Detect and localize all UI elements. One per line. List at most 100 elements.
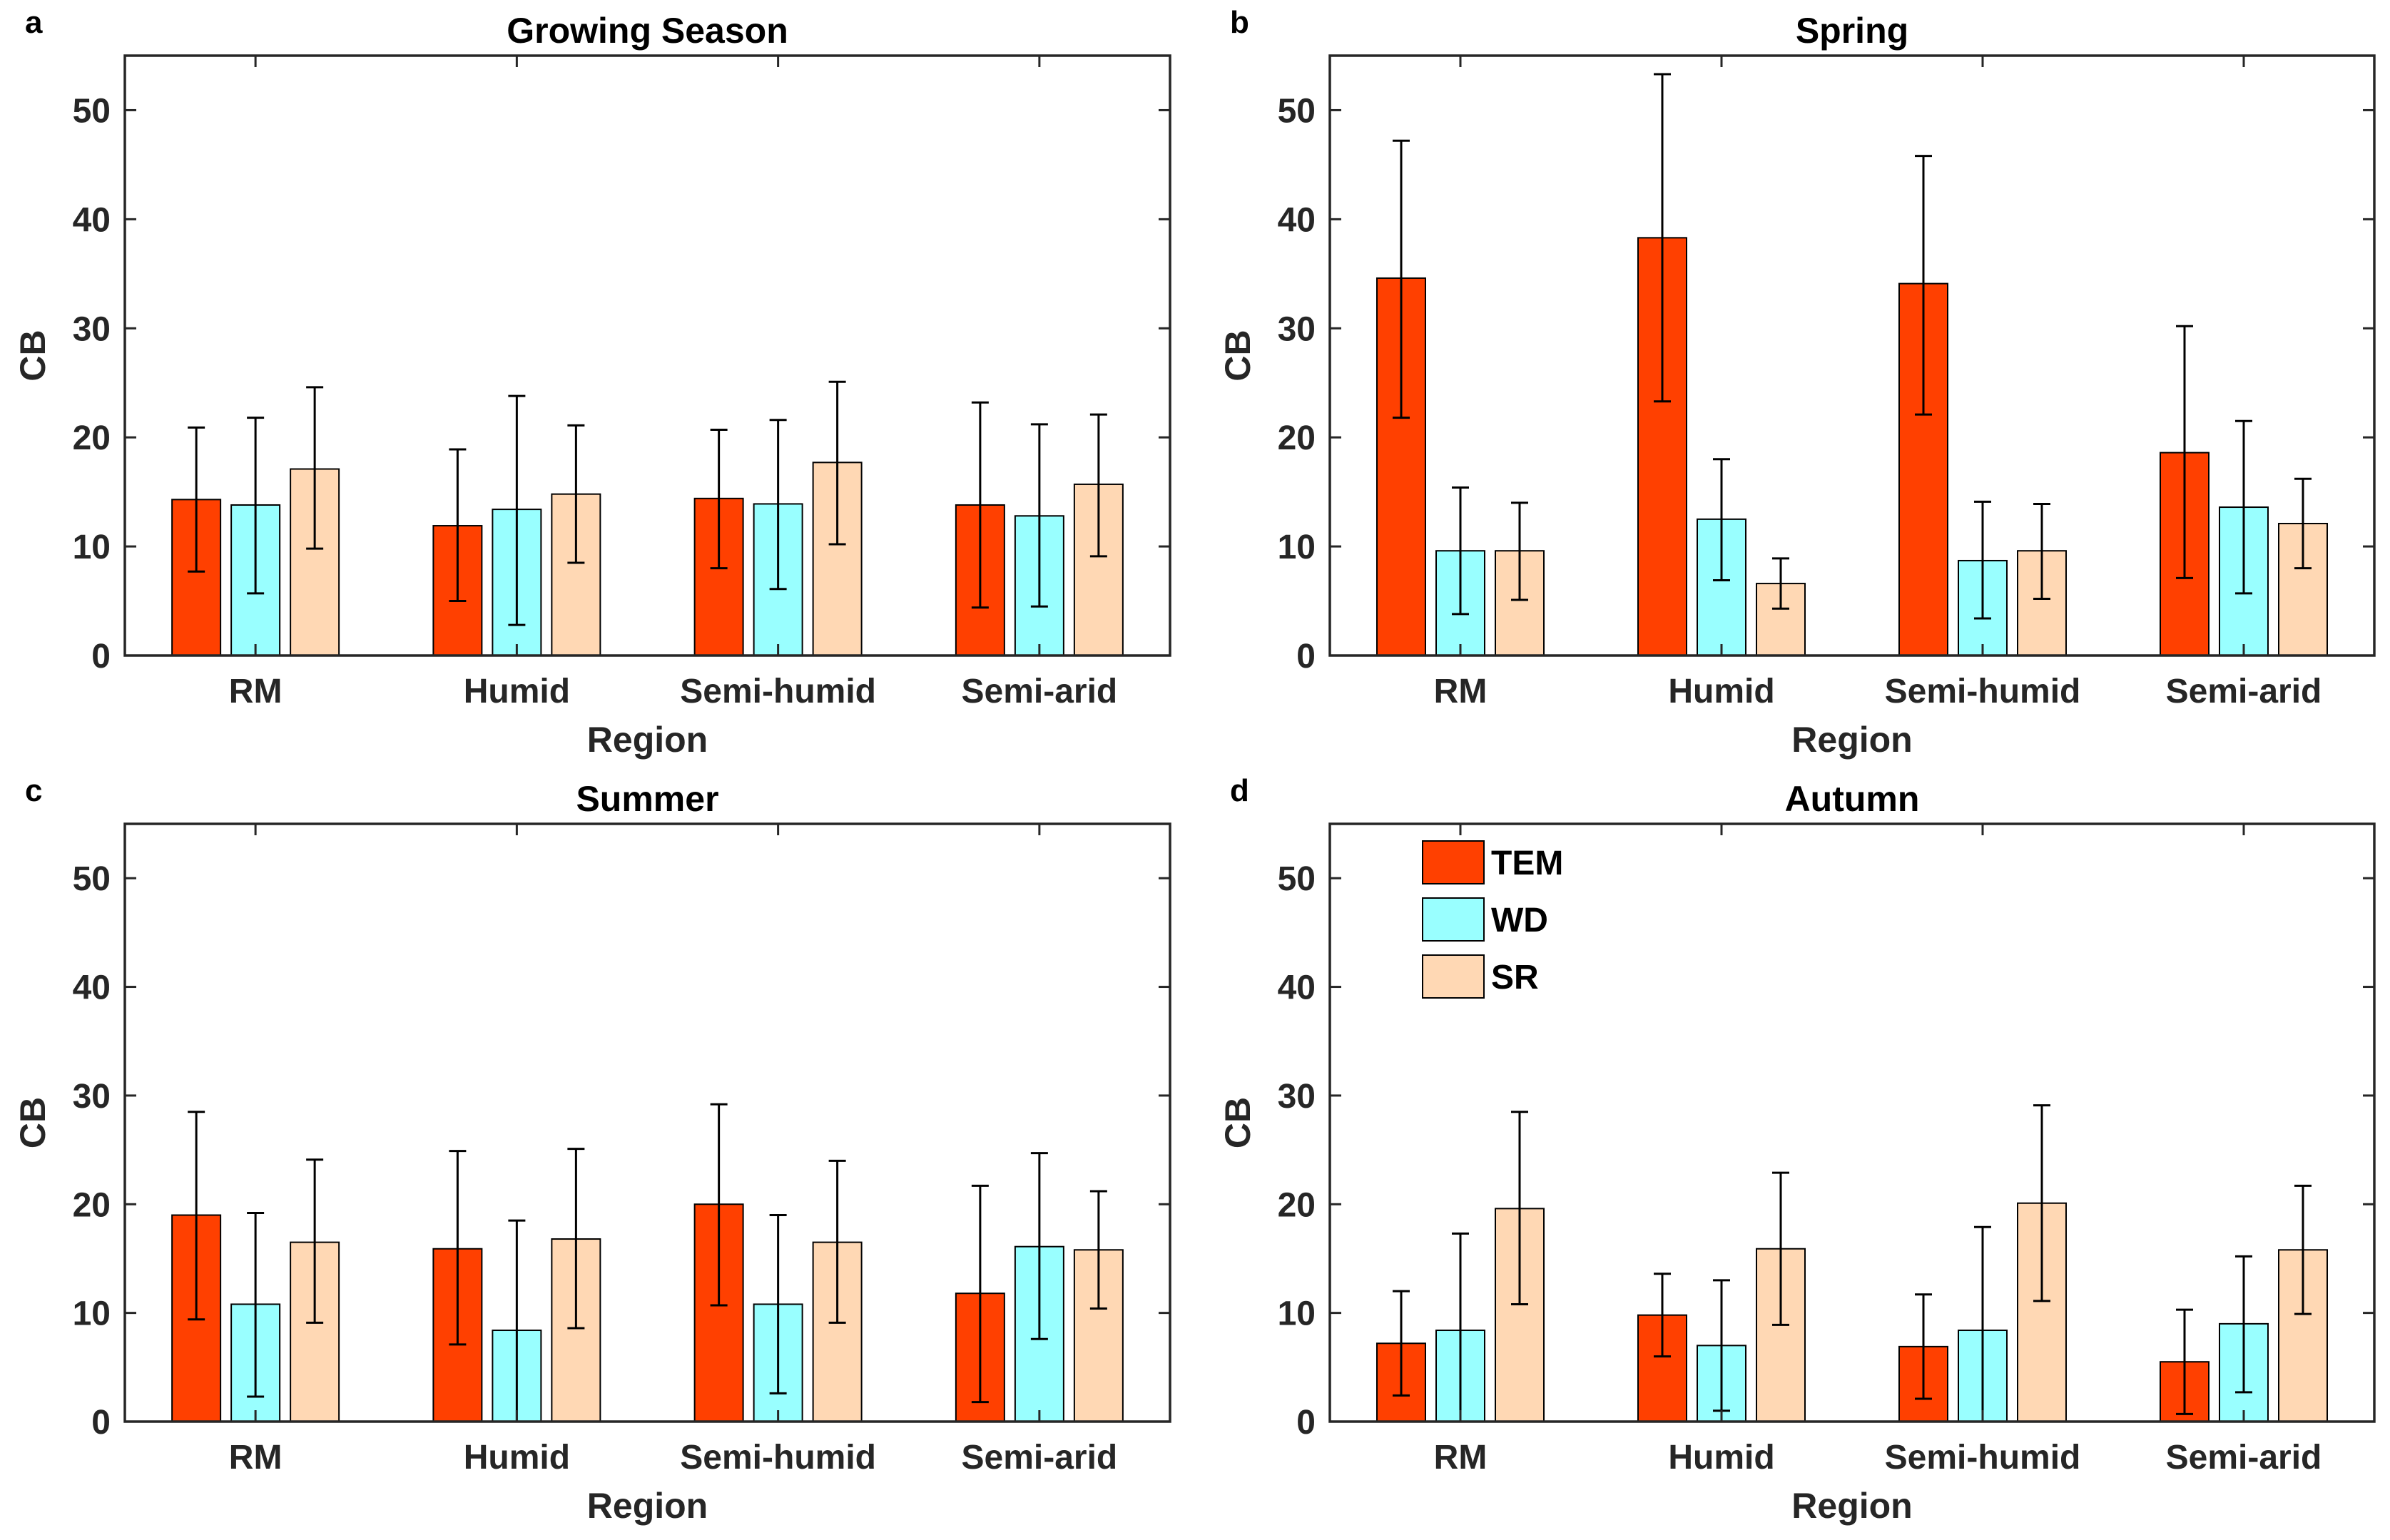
panel-letter: c xyxy=(25,773,42,808)
y-tick-label: 10 xyxy=(1278,529,1316,566)
x-tick-label: Humid xyxy=(464,1439,570,1477)
panel-title: Autumn xyxy=(1785,779,1920,819)
y-tick-label: 30 xyxy=(73,310,111,348)
x-tick-label: Humid xyxy=(1668,1439,1774,1477)
error-bar xyxy=(1654,1273,1671,1358)
error-bar xyxy=(2033,502,2050,600)
error-bar xyxy=(2176,1308,2193,1415)
x-tick-label: Semi-humid xyxy=(680,673,876,710)
legend-swatch-wd xyxy=(1422,897,1485,942)
error-bar xyxy=(567,1148,585,1330)
y-tick-label: 0 xyxy=(1296,1404,1316,1442)
error-bar xyxy=(1772,557,1789,610)
error-bar xyxy=(306,1158,324,1324)
y-tick-label: 20 xyxy=(73,1186,111,1224)
error-bar xyxy=(188,1111,205,1321)
y-axis-label: CB xyxy=(13,330,53,381)
x-tick-label: Semi-arid xyxy=(962,673,1118,710)
error-bar xyxy=(1452,486,1469,616)
error-bar xyxy=(769,419,787,591)
y-tick-label: 40 xyxy=(1278,969,1316,1007)
panel-title: Spring xyxy=(1796,11,1908,51)
x-tick-label: Humid xyxy=(464,673,570,710)
error-bar xyxy=(449,448,467,603)
error-bar xyxy=(710,428,728,570)
x-axis-label: Region xyxy=(587,1486,708,1526)
legend-swatch-tem xyxy=(1422,840,1485,884)
error-bar xyxy=(828,1159,846,1324)
x-axis-label: Region xyxy=(1791,720,1912,760)
x-tick-label: Semi-humid xyxy=(680,1439,876,1477)
x-tick-label: RM xyxy=(1434,673,1488,710)
error-bar xyxy=(769,1214,787,1394)
y-tick-label: 50 xyxy=(1278,860,1316,898)
panel-title: Growing Season xyxy=(507,11,788,51)
x-tick-label: Semi-humid xyxy=(1885,1439,2081,1477)
legend: TEM WD SR xyxy=(1422,840,1563,999)
error-bar xyxy=(2294,477,2312,570)
panel-letter: b xyxy=(1230,5,1249,40)
y-tick-label: 0 xyxy=(1296,638,1316,675)
legend-swatch-sr xyxy=(1422,954,1485,999)
y-tick-label: 20 xyxy=(1278,419,1316,457)
error-bar xyxy=(567,424,585,564)
panel-c: c Summer 0 10 20 30 40 50 CB RM Humid Semi-humid Sem… xyxy=(13,773,1171,1526)
panel-letter: d xyxy=(1230,773,1249,808)
error-bar xyxy=(1030,1152,1048,1340)
error-bar xyxy=(1654,73,1671,403)
panel-title: Summer xyxy=(576,779,718,819)
error-bar xyxy=(1772,1171,1789,1326)
error-bar xyxy=(1089,413,1107,558)
error-bar xyxy=(971,1184,989,1404)
y-tick-label: 0 xyxy=(91,1404,111,1442)
error-bar xyxy=(2294,1184,2312,1315)
y-axis-label: CB xyxy=(1218,330,1258,381)
x-tick-label: Semi-humid xyxy=(1885,673,2081,710)
x-tick-label: Semi-arid xyxy=(2166,673,2322,710)
x-axis-label: Region xyxy=(1791,1486,1912,1526)
y-axis-label: CB xyxy=(13,1097,53,1148)
x-tick-label: RM xyxy=(229,1439,283,1477)
y-tick-label: 50 xyxy=(73,860,111,898)
panel-a: a Growing Season 0 10 20 30 40 50 CB RM Humid Semi-… xyxy=(13,5,1171,760)
x-tick-label: Humid xyxy=(1668,673,1774,710)
error-bar xyxy=(1393,1290,1410,1397)
error-bar xyxy=(1511,501,1528,601)
error-bar xyxy=(306,386,324,550)
y-tick-label: 30 xyxy=(1278,1078,1316,1116)
axes-frame xyxy=(123,822,1171,1423)
y-tick-label: 20 xyxy=(1278,1186,1316,1224)
y-tick-label: 10 xyxy=(73,1295,111,1333)
error-bar xyxy=(1030,423,1048,608)
x-tick-label: RM xyxy=(1434,1439,1488,1477)
axes-frame xyxy=(123,54,1171,657)
y-tick-label: 40 xyxy=(1278,201,1316,239)
y-axis-label: CB xyxy=(1218,1097,1258,1148)
error-bar xyxy=(188,426,205,573)
error-bar xyxy=(2033,1104,2050,1302)
error-bar xyxy=(1713,458,1730,581)
error-bar xyxy=(2235,1255,2252,1394)
y-tick-label: 50 xyxy=(1278,92,1316,130)
error-bar xyxy=(247,417,265,595)
error-bar xyxy=(1915,155,1932,416)
error-bar xyxy=(1915,1293,1932,1400)
y-tick-label: 50 xyxy=(73,92,111,130)
y-tick-label: 10 xyxy=(73,529,111,566)
axes-frame xyxy=(1328,822,2376,1423)
y-tick-label: 30 xyxy=(1278,310,1316,348)
legend-label-wd: WD xyxy=(1491,902,1548,939)
error-bar xyxy=(828,380,846,546)
error-bar xyxy=(508,394,526,626)
error-bar xyxy=(1393,139,1410,419)
error-bar xyxy=(1974,500,1991,620)
error-bar xyxy=(1511,1111,1528,1305)
y-tick-label: 20 xyxy=(73,419,111,457)
panel-b: b Spring 0 10 20 30 40 50 CB RM Humid Semi-humid Sem… xyxy=(1218,5,2376,760)
error-bar xyxy=(2176,325,2193,579)
panel-d: d Autumn 0 10 20 30 40 50 CB RM Humid Semi-humid Sem… xyxy=(1218,773,2376,1526)
panel-letter: a xyxy=(25,5,43,40)
error-bar xyxy=(2235,419,2252,595)
x-axis-label: Region xyxy=(587,720,708,760)
y-tick-label: 0 xyxy=(91,638,111,675)
